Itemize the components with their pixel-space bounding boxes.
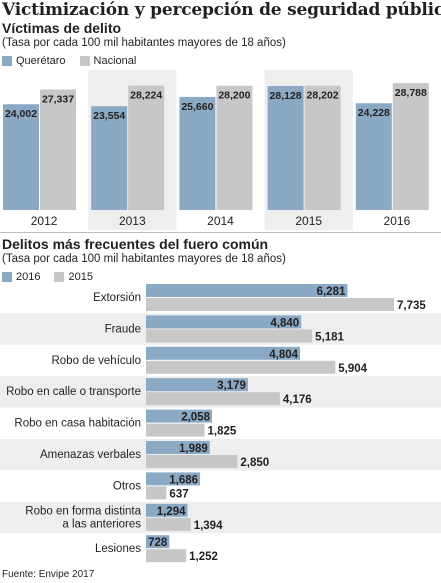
chart2-label-2016-cat-1: 4,840 [270,317,299,329]
chart1-legend-item-queretaro: Querétaro [2,55,66,67]
chart2-legend-label-2015: 2015 [68,271,93,283]
chart2-bar-2016-cat-7 [146,503,188,517]
chart2-bar-2015-cat-0 [146,298,394,311]
page-title: Victimización y percepción de seguridad … [2,0,441,20]
chart1-bar-queretaro-2014 [179,96,216,210]
chart1-legend-swatch-queretaro [2,56,12,66]
chart2-label-2016-cat-0: 6,281 [317,286,346,298]
chart2-bar-2016-cat-2 [146,346,301,360]
chart1-legend: Querétaro Nacional [2,55,150,67]
chart2-label-2015-cat-7: 1,394 [194,520,223,532]
chart2-label-2016-cat-8: 728 [148,537,168,549]
chart2-category-label-cat-3: Robo en calle o transporte [6,386,141,398]
chart1-title: Víctimas de delito [2,20,122,36]
chart2-label-2015-cat-8: 1,252 [189,551,218,563]
chart2-bar-2015-cat-6 [146,486,167,500]
chart1-label-queretaro-2015: 28,128 [270,90,302,102]
chart2-bar-2015-cat-4 [146,423,205,437]
chart1-bar-queretaro-2015 [267,86,304,210]
chart2-legend-swatch-2016 [2,272,12,282]
chart2-bar-2015-cat-3 [146,392,280,406]
chart2-label-2016-cat-5: 1,989 [179,443,208,455]
chart1-tick-2012: 2012 [31,214,58,228]
chart2-label-2015-cat-3: 4,176 [283,394,312,406]
chart2-subtitle: (Tasa por cada 100 mil habitantes mayore… [2,253,286,265]
chart1-label-nacional-2013: 28,224 [130,90,162,102]
chart1-label-nacional-2014: 28,200 [218,90,250,102]
chart2-label-2016-cat-7: 1,294 [157,506,186,518]
chart1-label-nacional-2012: 27,337 [42,94,74,106]
chart2-legend-item-2016: 2016 [2,271,40,283]
chart2-legend-swatch-2015 [54,272,65,282]
chart2-bar-2015-cat-8 [146,549,187,563]
chart2-bar-2015-cat-2 [146,360,336,374]
section-divider [0,232,441,233]
chart2-label-2015-cat-2: 5,904 [338,363,367,375]
chart2-bar-2016-cat-6 [146,472,201,486]
chart1-bar-nacional-2015 [304,85,341,210]
chart1-bar-queretaro-2012 [3,104,39,210]
chart1-bar-queretaro-2016 [355,103,392,210]
chart1-label-nacional-2015: 28,202 [307,90,339,102]
chart2-category-label-cat-5: Amenazas verbales [40,449,141,461]
chart2-bar-2016-cat-5 [146,441,210,454]
chart1-legend-label-nacional: Nacional [93,55,137,67]
chart2-label-2016-cat-4: 2,058 [181,412,210,424]
chart1-label-queretaro-2012: 24,002 [5,108,37,120]
chart2-legend-item-2015: 2015 [54,271,93,283]
chart2-label-2015-cat-1: 5,181 [315,331,344,343]
chart1-tick-2013: 2013 [119,214,146,228]
chart2-category-label-cat-7-line0: Robo en forma distinta [25,505,141,517]
chart2-bar-2016-cat-3 [146,378,248,392]
chart2-label-2016-cat-2: 4,804 [269,349,298,361]
chart2-label-2016-cat-6: 1,686 [169,474,198,486]
chart2-label-2015-cat-6: 637 [169,488,188,500]
chart2-bar-2016-cat-0 [146,284,348,297]
chart2-bar-2015-cat-5 [146,455,238,468]
chart1-subtitle: (Tasa por cada 100 mil habitantes mayore… [2,37,286,49]
chart2-label-2016-cat-3: 3,179 [217,380,246,392]
chart2-category-label-cat-8: Lesiones [95,543,141,555]
chart2-label-2015-cat-5: 2,850 [240,457,269,469]
chart2-category-label-cat-0: Extorsión [93,292,141,304]
source-note: Fuente: Envipe 2017 [2,569,95,580]
chart1-label-queretaro-2016: 24,228 [358,107,390,119]
chart1-legend-item-nacional: Nacional [79,55,137,67]
chart1-tick-2014: 2014 [207,214,234,228]
chart2-category-label-cat-2: Robo de vehículo [51,355,141,367]
chart1-tick-2015: 2015 [295,214,322,228]
chart1-bar-queretaro-2013 [91,106,128,210]
chart1-label-queretaro-2014: 25,660 [181,101,213,113]
chart1-victims-bars: 24,002 27,337 2012 23,554 28,224 2013 25,660 28… [3,70,429,230]
chart1-bar-nacional-2014 [216,85,253,210]
chart2-crimes-bars: 6,281 7,735 Extorsión 4,840 5,181 Fraude 4,804… [0,284,441,563]
chart1-label-nacional-2016: 28,788 [395,87,427,99]
chart2-category-label-cat-6: Otros [113,480,141,492]
chart1-bar-nacional-2016 [392,83,429,210]
chart2-legend: 2016 2015 [2,271,107,283]
chart2-bar-2016-cat-8 [146,535,170,549]
chart1-label-queretaro-2013: 23,554 [93,110,125,122]
chart2-bar-2016-cat-4 [146,409,212,423]
chart1-legend-label-queretaro: Querétaro [16,55,66,67]
chart1-bar-nacional-2012 [40,89,76,210]
chart2-bar-2015-cat-7 [146,517,191,531]
chart2-category-label-cat-4: Robo en casa habitación [14,418,141,430]
chart2-bar-2016-cat-1 [146,315,302,329]
chart1-legend-swatch-nacional [79,56,90,66]
chart2-title: Delitos más frecuentes del fuero común [2,236,269,252]
chart2-bar-2015-cat-1 [146,329,313,343]
chart1-tick-2016: 2016 [384,214,411,228]
chart2-label-2015-cat-4: 1,825 [208,426,237,438]
chart2-legend-label-2016: 2016 [16,271,41,283]
chart2-category-label-cat-7-line1: a las anteriores [62,518,141,530]
chart2-band-cat-7 [0,501,441,534]
chart2-category-label-cat-1: Fraude [105,323,141,335]
chart2-label-2015-cat-0: 7,735 [397,300,426,312]
chart1-bar-nacional-2013 [128,85,165,210]
